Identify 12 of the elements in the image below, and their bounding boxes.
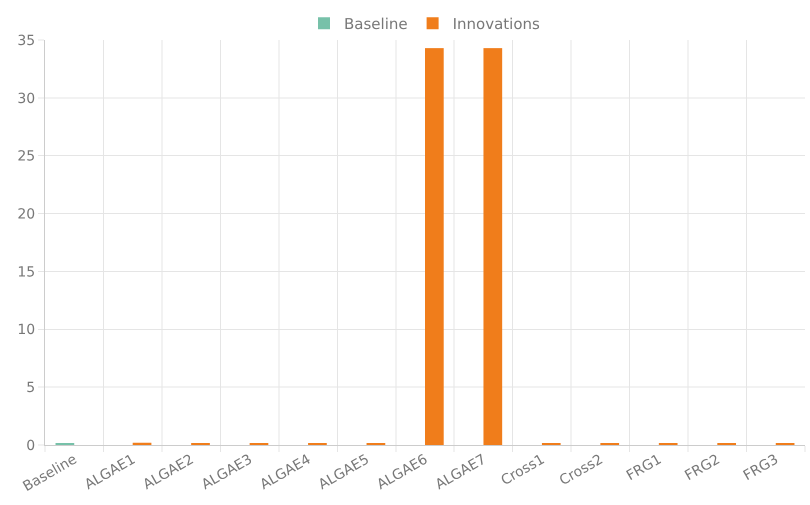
y-tick-label: 15 [17, 264, 36, 280]
y-tick-label: 30 [17, 90, 36, 107]
y-tick-label: 5 [26, 380, 36, 396]
y-tick-label: 20 [17, 206, 36, 222]
bar [425, 48, 444, 445]
y-tick-label: 35 [17, 32, 36, 49]
legend-label: Innovations [452, 15, 540, 34]
bar [483, 48, 502, 445]
legend-label: Baseline [344, 15, 408, 34]
y-tick-label: 10 [17, 322, 36, 338]
y-tick-label: 25 [17, 148, 36, 165]
y-tick-label: 0 [26, 438, 36, 454]
